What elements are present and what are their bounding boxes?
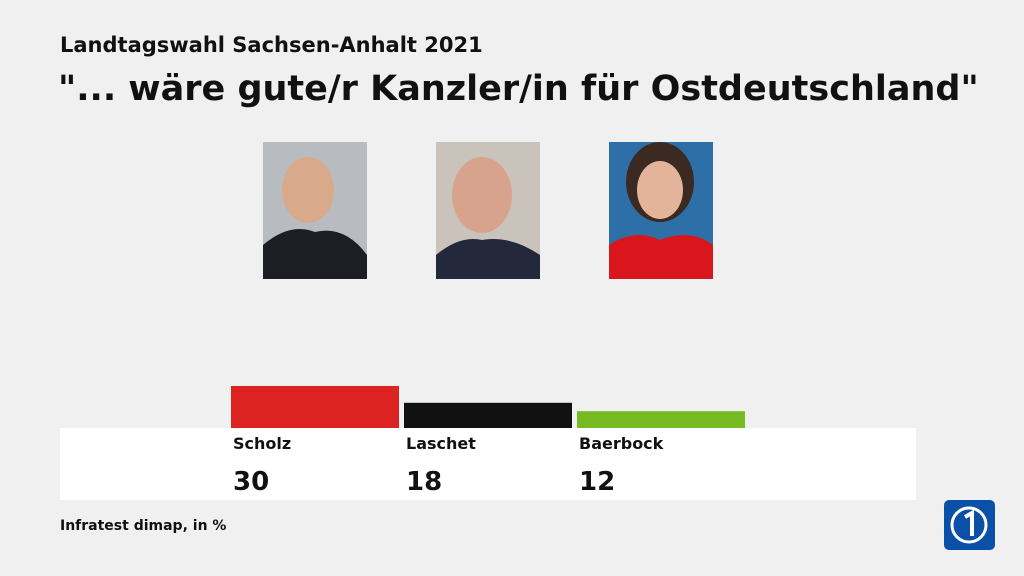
source: Infratest dimap, in % bbox=[60, 518, 226, 534]
logo bbox=[944, 500, 995, 550]
category-label: Scholz bbox=[233, 434, 291, 453]
value-label: 30 bbox=[233, 467, 269, 497]
value-label: 18 bbox=[406, 467, 442, 497]
photo bbox=[609, 142, 713, 279]
photos bbox=[263, 142, 713, 279]
bar bbox=[577, 411, 745, 428]
category-label: Baerbock bbox=[579, 434, 664, 453]
photo bbox=[436, 142, 540, 279]
value-label: 12 bbox=[579, 467, 615, 497]
photo bbox=[263, 142, 367, 279]
bar bbox=[404, 402, 572, 428]
chart-subtitle: "... wäre gute/r Kanzler/in für Ostdeuts… bbox=[58, 69, 979, 109]
label-panel bbox=[60, 428, 916, 500]
bar bbox=[231, 386, 399, 428]
chart-title: Landtagswahl Sachsen-Anhalt 2021 bbox=[60, 33, 483, 57]
category-label: Laschet bbox=[406, 434, 476, 453]
